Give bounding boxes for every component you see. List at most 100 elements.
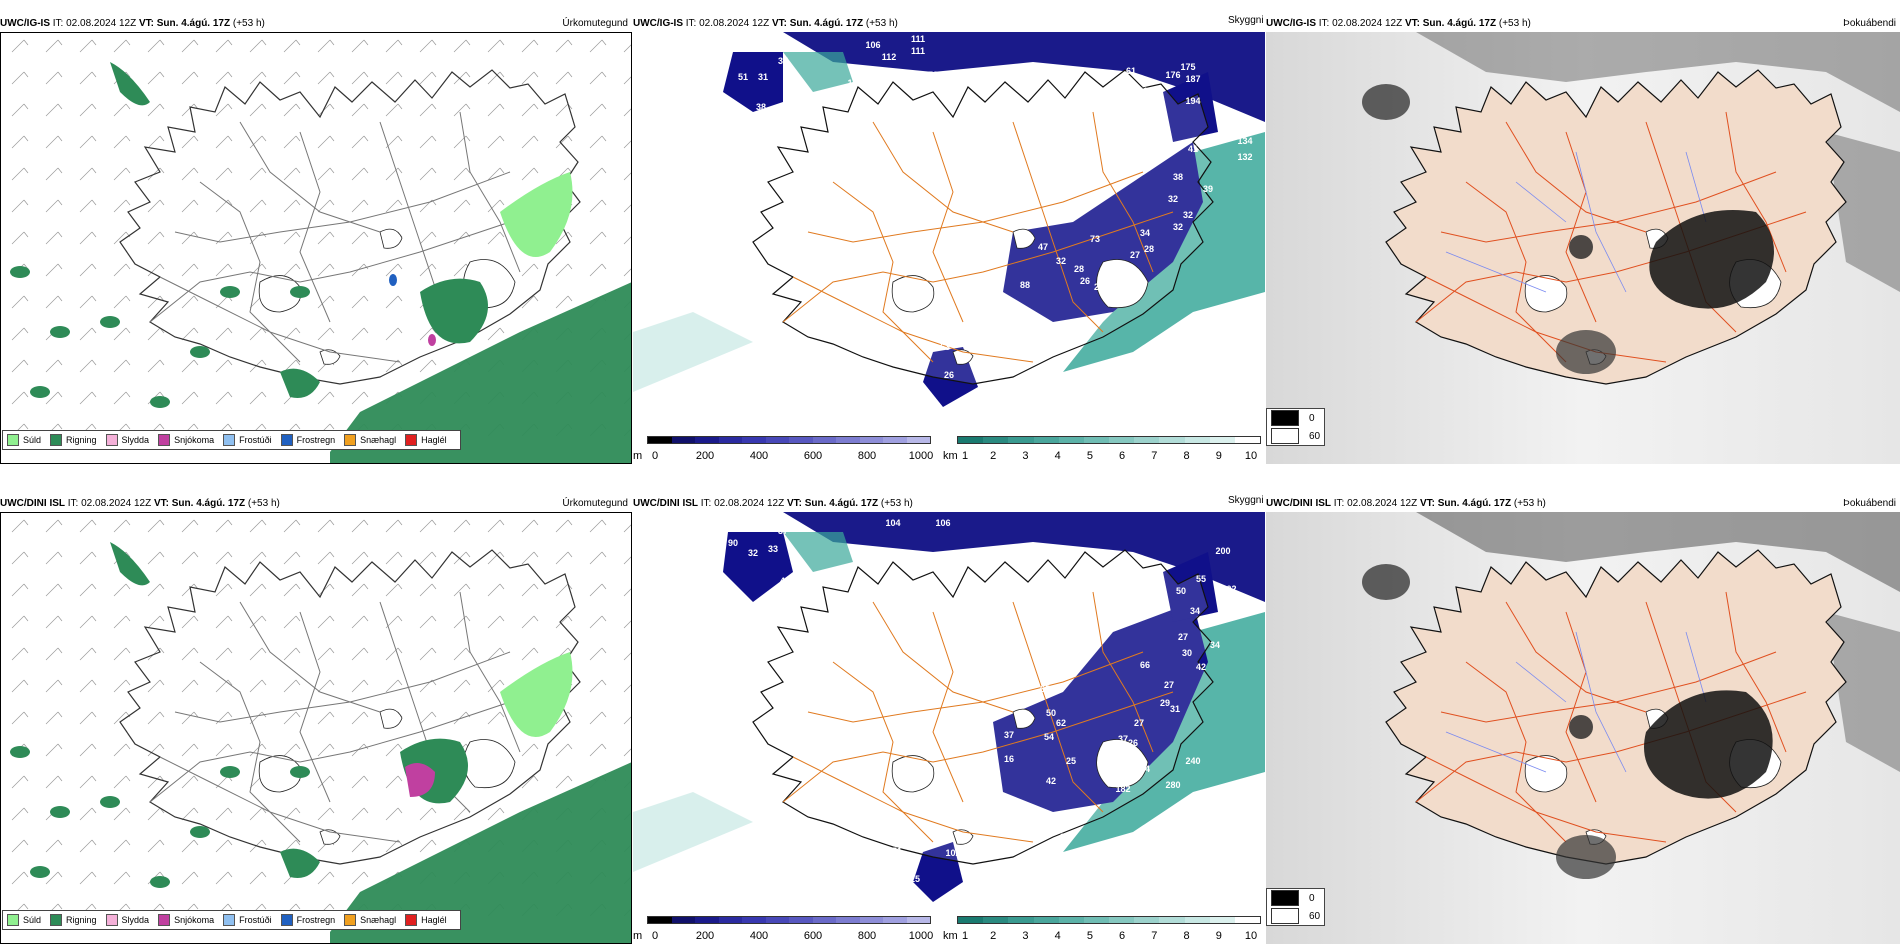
colorbar-tick: 2 [990,930,997,942]
colorbar-bin [1184,437,1210,443]
colorbar-bin [789,917,813,923]
fog-legend-item: 0 [1267,409,1324,427]
lead-time: (+53 h) [247,498,280,509]
colorbar-bin [671,437,695,443]
valid-time-label: VT: [771,18,787,29]
legend-swatch [105,434,118,446]
legend-item: Slydda [105,434,150,446]
colorbar-bin [1209,437,1235,443]
cloud-base-label: 73 [1090,234,1100,244]
fog-legend-swatch [1271,908,1299,924]
cloud-base-label: 106 [865,40,880,50]
cloud-header-row2: UWC/DINI ISL IT: 02.08.2024 12Z VT: Sun.… [633,496,1265,512]
cloud-base-label: 31 [1170,704,1180,714]
colorbar-tick: 2 [990,450,997,462]
precip-areas [10,542,632,944]
cloud-base-label: 37 [1004,730,1014,740]
legend-label: Snjókoma [174,435,215,445]
colorbar-tick: 4 [1054,450,1061,462]
low-cloud-areas [723,52,1218,407]
cloud-base-label: 72 [928,70,938,80]
colorbar-bin [1008,437,1034,443]
fog-legend-label: 60 [1309,910,1321,922]
colorbar-unit: km [943,450,958,462]
low-cloud-areas [723,532,1218,902]
cloud-base-label: 32 [1183,210,1193,220]
valid-time: Sun. 4.ágú. 17Z [789,18,864,29]
fog-map-row2 [1266,512,1900,944]
colorbar-tick: 1 [961,450,969,462]
colorbar-tick: 9 [1215,450,1222,462]
fog-header-row1: UWC/IG-IS IT: 02.08.2024 12Z VT: Sun. 4.… [1266,16,1900,32]
colorbar-tick: 5 [1086,450,1093,462]
cloud-base-label: 112 [882,52,897,62]
cloud-base-label: 51 [1138,86,1148,96]
colorbar-tick: 1 [961,930,969,942]
fog-legend-swatch [1271,428,1299,444]
legend-label: Frostregn [296,915,336,925]
cloud-base-label: 42 [1196,662,1206,672]
fog-panel-row1: UWC/IG-IS IT: 02.08.2024 12Z VT: Sun. 4.… [1266,16,1900,464]
cloud-base-label: 802 [1221,584,1236,594]
cloud-base-label: 25 [1066,756,1076,766]
valid-time-label: VT: [138,18,154,29]
legend-swatch [105,914,118,926]
legend-item: Rigning [50,434,97,446]
fog-indicator-map [1266,512,1900,944]
colorbar-bin [836,917,860,923]
valid-time: Sun. 4.ágú. 17Z [171,498,246,509]
cloud-base-label: 28 [1144,244,1154,254]
model-name: UWC/IG-IS [633,18,683,29]
legend-label: Slydda [121,435,150,445]
valid-time: Sun. 4.ágú. 17Z [804,498,879,509]
colorbar-tick: 8 [1183,930,1190,942]
colorbar-strip [957,916,1261,924]
colorbar-bin [742,437,766,443]
cloud-base-label: 54 [1044,732,1054,742]
model-name: UWC/IG-IS [0,18,50,29]
cloud-base-label: 37 [778,56,788,66]
colorbar-bin [1234,437,1261,443]
valid-time: Sun. 4.ágú. 17Z [156,18,231,29]
model-name: UWC/DINI ISL [0,498,65,509]
colorbar-bin [983,917,1009,923]
precip-legend-row1: Súld Rigning Slydda Snjókoma Frostúði Frostre… [2,430,461,450]
colorbar-bin [906,917,930,923]
colorbar-bin [1033,437,1059,443]
colorbar-bin [695,437,719,443]
cloud-base-label: 194 [1185,96,1200,106]
cloud-base-label: 29 [1160,698,1170,708]
colorbar-tick: 800 [857,450,877,462]
cloud-base-label: 34 [1190,606,1200,616]
valid-time-label: VT: [1419,498,1435,509]
valid-time: Sun. 4.ágú. 17Z [1437,498,1512,509]
colorbar-tick: 8 [1183,450,1190,462]
legend-label: Frostúði [239,435,272,445]
colorbar-bin [1159,437,1185,443]
legend-label: Rigning [66,435,97,445]
precip-header-row1: UWC/IG-IS IT: 02.08.2024 12Z VT: Sun. 4.… [0,16,632,32]
fog-map-row1 [1266,32,1900,464]
cloud-base-label: 26 [1128,738,1138,748]
cloud-base-label: 175 [1180,62,1195,72]
legend-item: Haglél [405,434,447,446]
lead-time: (+53 h) [232,18,265,29]
fog-shading [1416,32,1900,292]
cloud-base-label: 101 [943,234,958,244]
legend-item: Slydda [105,914,149,926]
colorbar-tick: 6 [1119,450,1126,462]
cloud-base-label: 41 [1188,144,1198,154]
cloud-base-label: 51 [738,72,748,82]
cloud-base-label: 280 [1165,780,1180,790]
iceland-map [119,549,581,865]
cloud-base-label: 62 [1056,718,1066,728]
colorbar-bin [1134,437,1160,443]
colorbar-tick: 0 [651,450,659,462]
cloud-base-label: 25 [910,874,920,884]
legend-swatch [50,914,63,926]
precipitation-type-map [0,512,632,944]
iceland-map [119,69,581,385]
precipitation-type-map [0,32,632,464]
cloud-base-label: 39 [1203,184,1213,194]
legend-swatch [405,434,418,446]
